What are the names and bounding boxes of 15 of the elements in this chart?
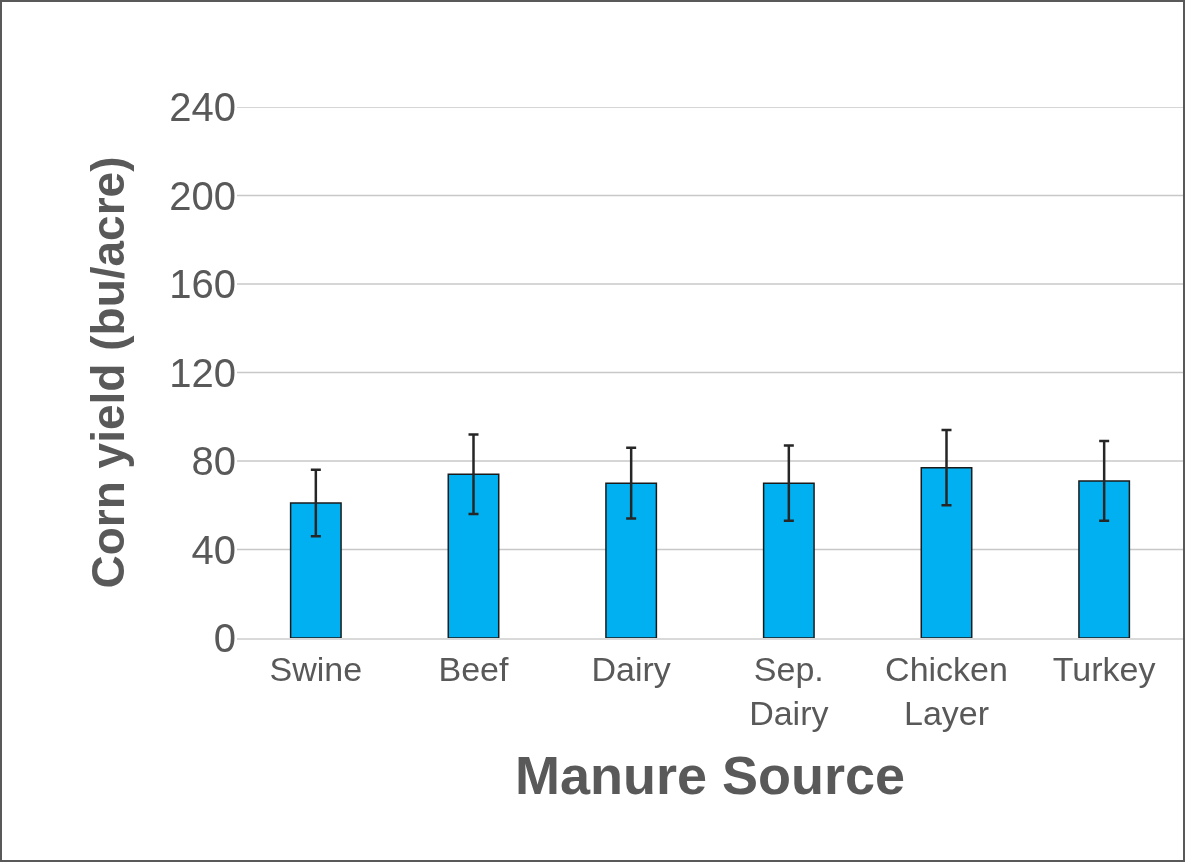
y-tick-label: 200 xyxy=(169,173,236,218)
x-tick-label: Sep. Dairy xyxy=(749,649,829,732)
y-tick-label: 240 xyxy=(169,85,236,129)
y-tick-label: 160 xyxy=(169,262,236,306)
y-tick-label: 80 xyxy=(191,439,236,483)
x-tick-label: Swine xyxy=(269,649,363,688)
y-tick-label: 120 xyxy=(169,350,236,395)
y-axis-title: Corn yield (bu/acre) xyxy=(81,156,134,589)
x-tick-label: Beef xyxy=(438,649,510,688)
y-tick-label: 0 xyxy=(213,616,236,660)
y-tick-label: 40 xyxy=(191,527,236,572)
x-tick-label: Turkey xyxy=(1052,649,1156,688)
x-tick-label: Chicken Layer xyxy=(885,649,1008,732)
x-tick-label: Dairy xyxy=(591,649,671,688)
x-axis-title: Manure Source xyxy=(514,744,906,805)
